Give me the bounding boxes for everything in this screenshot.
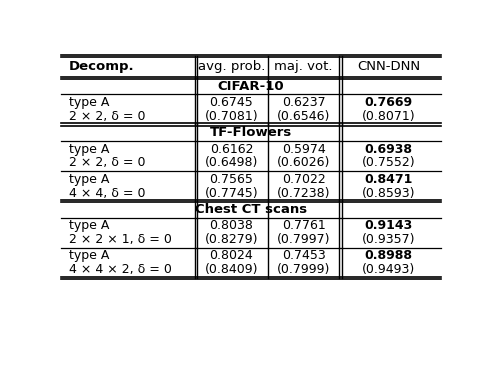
Text: 0.9143: 0.9143	[365, 219, 413, 232]
Text: (0.7999): (0.7999)	[277, 263, 330, 276]
Text: 0.6745: 0.6745	[210, 96, 253, 109]
Text: 0.7453: 0.7453	[282, 249, 325, 262]
Text: (0.7238): (0.7238)	[277, 186, 330, 200]
Text: type A: type A	[69, 96, 109, 109]
Text: 0.8471: 0.8471	[365, 173, 413, 186]
Text: (0.9493): (0.9493)	[362, 263, 415, 276]
Text: 0.7022: 0.7022	[282, 173, 325, 186]
Text: 0.6938: 0.6938	[365, 143, 413, 156]
Text: 0.6237: 0.6237	[282, 96, 325, 109]
Text: 4 × 4, δ = 0: 4 × 4, δ = 0	[69, 186, 146, 200]
Text: (0.6546): (0.6546)	[277, 110, 330, 123]
Text: type A: type A	[69, 173, 109, 186]
Text: 2 × 2 × 1, δ = 0: 2 × 2 × 1, δ = 0	[69, 233, 172, 246]
Text: (0.7552): (0.7552)	[362, 156, 416, 170]
Text: (0.9357): (0.9357)	[362, 233, 416, 246]
Text: 0.8038: 0.8038	[209, 219, 253, 232]
Text: 2 × 2, δ = 0: 2 × 2, δ = 0	[69, 110, 146, 123]
Text: Decomp.: Decomp.	[69, 61, 134, 73]
Text: (0.7997): (0.7997)	[277, 233, 330, 246]
Text: 0.7761: 0.7761	[282, 219, 325, 232]
Text: type A: type A	[69, 143, 109, 156]
Text: (0.8071): (0.8071)	[362, 110, 416, 123]
Text: type A: type A	[69, 249, 109, 262]
Text: avg. prob.: avg. prob.	[197, 61, 265, 73]
Text: maj. vot.: maj. vot.	[274, 61, 333, 73]
Text: 0.8024: 0.8024	[210, 249, 253, 262]
Text: 0.8988: 0.8988	[365, 249, 413, 262]
Text: Chest CT scans: Chest CT scans	[195, 203, 307, 216]
Text: TF-Flowers: TF-Flowers	[210, 126, 292, 139]
Text: type A: type A	[69, 219, 109, 232]
Text: 0.6162: 0.6162	[210, 143, 253, 156]
Text: CNN-DNN: CNN-DNN	[357, 61, 420, 73]
Text: 0.5974: 0.5974	[282, 143, 325, 156]
Text: 2 × 2, δ = 0: 2 × 2, δ = 0	[69, 156, 146, 170]
Text: CIFAR-10: CIFAR-10	[218, 80, 284, 92]
Text: 4 × 4 × 2, δ = 0: 4 × 4 × 2, δ = 0	[69, 263, 172, 276]
Text: (0.8593): (0.8593)	[362, 186, 416, 200]
Text: 0.7565: 0.7565	[209, 173, 253, 186]
Text: 0.7669: 0.7669	[365, 96, 413, 109]
Text: (0.6498): (0.6498)	[205, 156, 258, 170]
Text: (0.6026): (0.6026)	[277, 156, 330, 170]
Text: (0.7081): (0.7081)	[204, 110, 258, 123]
Text: (0.8279): (0.8279)	[205, 233, 258, 246]
Text: (0.8409): (0.8409)	[205, 263, 258, 276]
Text: (0.7745): (0.7745)	[204, 186, 258, 200]
